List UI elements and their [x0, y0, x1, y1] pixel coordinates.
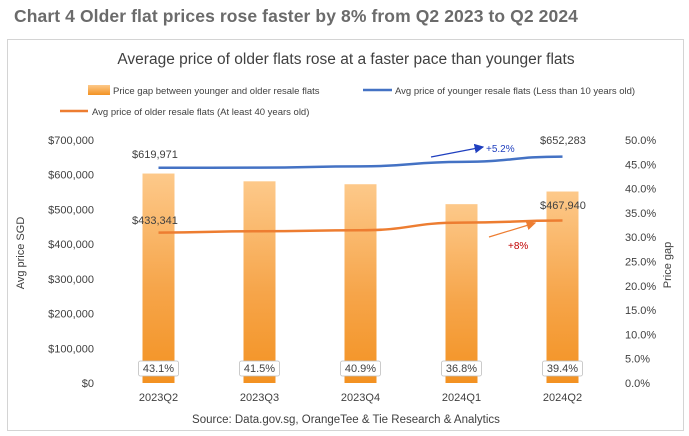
growth-arrow-younger	[430, 143, 485, 158]
y-right-tick-label: 40.0%	[625, 184, 656, 196]
bar-data-label: 41.5%	[244, 363, 275, 375]
legend-swatch-price-gap	[88, 85, 110, 95]
lines	[158, 155, 563, 234]
bar-labels: 43.1% 41.5% 40.9% 36.8% 39.4%	[138, 360, 583, 377]
bars	[142, 173, 579, 383]
y-left-tick-label: $300,000	[48, 274, 94, 286]
y-left-tick-label: $0	[82, 378, 94, 390]
bar-label-box	[340, 360, 381, 377]
y-right-tick-label: 5.0%	[625, 354, 650, 366]
x-tick-label: 2023Q4	[341, 392, 380, 404]
legend-label-older: Avg price of older resale flats (At leas…	[92, 107, 309, 118]
line-older-flats	[158, 219, 563, 234]
source-note: Source: Data.gov.sg, OrangeTee & Tie Res…	[192, 414, 500, 426]
y-axis-right-label: Price gap	[662, 242, 674, 288]
x-tick-label: 2024Q1	[442, 392, 481, 404]
x-axis-ticks: 2023Q2 2023Q3 2023Q4 2024Q1 2024Q2	[139, 392, 582, 404]
chart-svg: Average price of older flats rose at a f…	[15, 51, 674, 426]
annotation-younger-growth: +5.2%	[486, 144, 515, 155]
bar-price-gap	[546, 191, 579, 383]
y-axis-left-label: Avg price SGD	[15, 217, 27, 290]
y-right-tick-label: 45.0%	[625, 159, 656, 171]
y-right-tick-label: 35.0%	[625, 208, 656, 220]
annotation-younger-end: $652,283	[540, 135, 586, 147]
y-left-tick-label: $700,000	[48, 135, 94, 147]
bar-price-gap	[344, 184, 377, 383]
y-right-tick-label: 25.0%	[625, 257, 656, 269]
line-younger-flats	[158, 155, 563, 170]
y-left-tick-label: $500,000	[48, 204, 94, 216]
y-axis-left-ticks: $0 $100,000 $200,000 $300,000 $400,000 $500,0…	[48, 135, 94, 390]
y-right-tick-label: 50.0%	[625, 135, 656, 147]
y-right-tick-label: 20.0%	[625, 281, 656, 293]
bar-data-label: 43.1%	[143, 363, 174, 375]
annotation-older-end: $467,940	[540, 200, 586, 212]
y-left-tick-label: $100,000	[48, 343, 94, 355]
y-right-tick-label: 15.0%	[625, 305, 656, 317]
x-tick-label: 2023Q3	[240, 392, 279, 404]
annotation-younger-start: $619,971	[132, 149, 178, 161]
bar-label-box	[239, 360, 280, 377]
bar-data-label: 39.4%	[547, 363, 578, 375]
y-axis-right-ticks: 0.0% 5.0% 10.0% 15.0% 20.0% 25.0% 30.0% 35.0% 40…	[625, 135, 656, 390]
x-tick-label: 2024Q2	[543, 392, 582, 404]
y-right-tick-label: 30.0%	[625, 232, 656, 244]
bar-data-label: 40.9%	[345, 363, 376, 375]
page-title: Chart 4 Older flat prices rose faster by…	[14, 6, 579, 26]
legend-label-price-gap: Price gap between younger and older resa…	[113, 86, 320, 97]
bar-price-gap	[243, 181, 276, 383]
bar-price-gap	[445, 204, 478, 383]
y-right-tick-label: 0.0%	[625, 378, 650, 390]
y-left-tick-label: $200,000	[48, 309, 94, 321]
x-tick-label: 2023Q2	[139, 392, 178, 404]
bar-label-box	[441, 360, 482, 377]
bar-label-box	[138, 360, 179, 377]
legend-label-younger: Avg price of younger resale flats (Less …	[395, 86, 635, 97]
chart-title: Average price of older flats rose at a f…	[117, 51, 574, 68]
annotation-older-start: $433,341	[132, 215, 178, 227]
bar-data-label: 36.8%	[446, 363, 477, 375]
legend: Price gap between younger and older resa…	[60, 85, 635, 118]
chart-frame: Average price of older flats rose at a f…	[7, 39, 684, 431]
y-right-tick-label: 10.0%	[625, 329, 656, 341]
bar-price-gap	[142, 173, 175, 383]
annotation-older-growth: +8%	[508, 241, 528, 252]
bar-label-box	[542, 360, 583, 377]
y-left-tick-label: $600,000	[48, 170, 94, 182]
growth-arrow-older	[488, 220, 537, 238]
y-left-tick-label: $400,000	[48, 239, 94, 251]
